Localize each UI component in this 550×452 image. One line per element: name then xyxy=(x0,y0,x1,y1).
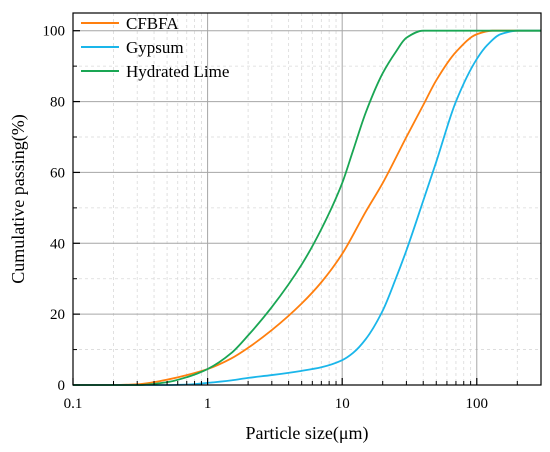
axis-ticks: 0.1 1 10 100 0 20 40 60 80 100 xyxy=(43,24,518,412)
y-tick-label: 100 xyxy=(43,24,66,40)
legend-label-hydrated-lime: Hydrated Lime xyxy=(126,62,229,81)
series-line-gypsum xyxy=(73,29,541,386)
x-tick-label: 10 xyxy=(335,396,350,412)
legend-label-gypsum: Gypsum xyxy=(126,38,184,57)
series-lines xyxy=(73,29,541,386)
x-tick-label: 0.1 xyxy=(64,396,83,412)
series-line-cfbfa xyxy=(73,29,541,386)
y-tick-label: 0 xyxy=(58,378,66,394)
series-line-hydrated-lime xyxy=(73,29,541,386)
y-tick-label: 60 xyxy=(50,165,65,181)
plot-frame xyxy=(72,12,542,386)
x-tick-label: 100 xyxy=(466,396,489,412)
x-axis-title: Particle size(μm) xyxy=(245,423,368,444)
legend: CFBFA Gypsum Hydrated Lime xyxy=(81,14,229,81)
x-tick-label: 1 xyxy=(204,396,212,412)
legend-label-cfbfa: CFBFA xyxy=(126,14,179,33)
y-tick-label: 20 xyxy=(50,307,65,323)
y-tick-label: 40 xyxy=(50,236,65,252)
y-axis-title: Cumulative passing(%) xyxy=(8,114,29,283)
y-tick-label: 80 xyxy=(50,95,65,111)
